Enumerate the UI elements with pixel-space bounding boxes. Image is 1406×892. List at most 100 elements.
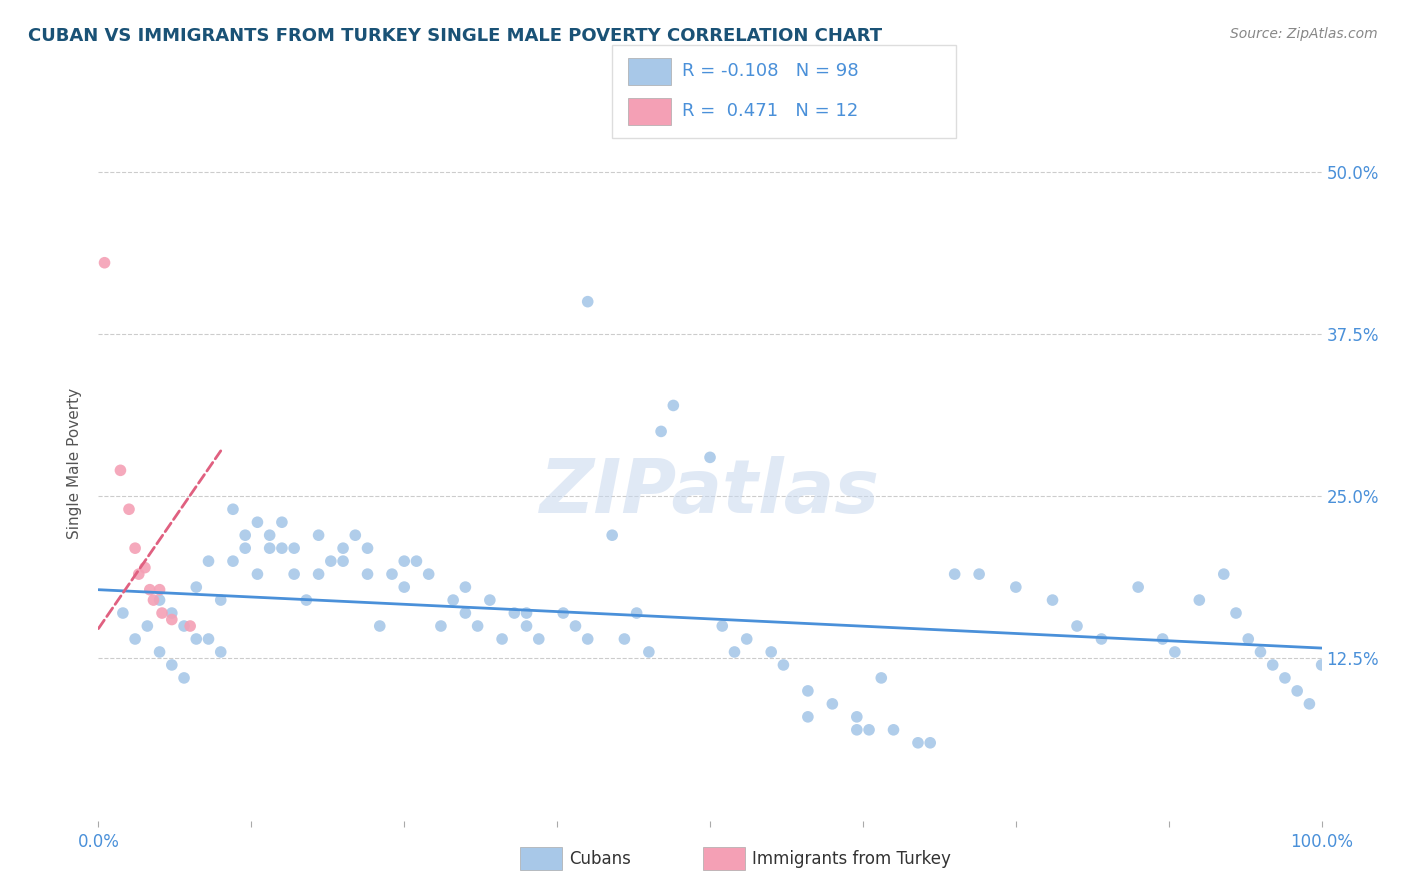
Point	[1274, 671, 1296, 685]
Point	[173, 671, 195, 685]
Point	[454, 606, 477, 620]
Point	[638, 645, 661, 659]
Point	[118, 502, 141, 516]
Point	[139, 582, 162, 597]
Point	[259, 541, 281, 556]
Point	[381, 567, 404, 582]
Y-axis label: Single Male Poverty: Single Male Poverty	[67, 388, 83, 540]
Point	[136, 619, 159, 633]
Point	[186, 632, 208, 646]
Point	[368, 619, 391, 633]
Point	[160, 657, 183, 672]
Point	[179, 619, 201, 633]
Point	[735, 632, 758, 646]
Point	[173, 619, 195, 633]
Point	[283, 567, 305, 582]
Point	[1286, 684, 1309, 698]
Point	[821, 697, 844, 711]
Point	[576, 294, 599, 309]
Point	[332, 554, 354, 568]
Point	[797, 684, 820, 698]
Text: R =  0.471   N = 12: R = 0.471 N = 12	[682, 103, 858, 120]
Point	[149, 582, 172, 597]
Point	[209, 593, 232, 607]
Point	[441, 593, 464, 607]
Text: Source: ZipAtlas.com: Source: ZipAtlas.com	[1230, 27, 1378, 41]
Point	[1237, 632, 1260, 646]
Point	[845, 723, 868, 737]
Text: CUBAN VS IMMIGRANTS FROM TURKEY SINGLE MALE POVERTY CORRELATION CHART: CUBAN VS IMMIGRANTS FROM TURKEY SINGLE M…	[28, 27, 882, 45]
Point	[699, 450, 721, 465]
Point	[967, 567, 990, 582]
Point	[197, 554, 219, 568]
Point	[392, 580, 416, 594]
Point	[308, 528, 330, 542]
Point	[478, 593, 501, 607]
Point	[943, 567, 966, 582]
Point	[124, 632, 146, 646]
Point	[332, 541, 354, 556]
Point	[576, 632, 599, 646]
Point	[110, 463, 132, 477]
Point	[883, 723, 905, 737]
Point	[418, 567, 440, 582]
Point	[295, 593, 318, 607]
Point	[392, 554, 416, 568]
Point	[430, 619, 453, 633]
Point	[344, 528, 367, 542]
Point	[209, 645, 232, 659]
Point	[467, 619, 489, 633]
Point	[1042, 593, 1064, 607]
Point	[128, 567, 150, 582]
Point	[1261, 657, 1284, 672]
Point	[197, 632, 219, 646]
Point	[160, 606, 183, 620]
Point	[111, 606, 134, 620]
Point	[858, 723, 880, 737]
Point	[491, 632, 513, 646]
Point	[1152, 632, 1174, 646]
Point	[723, 645, 745, 659]
Point	[150, 606, 173, 620]
Point	[283, 541, 305, 556]
Point	[527, 632, 550, 646]
Text: ZIPatlas: ZIPatlas	[540, 456, 880, 529]
Text: Immigrants from Turkey: Immigrants from Turkey	[752, 850, 950, 868]
Point	[626, 606, 648, 620]
Point	[246, 515, 269, 529]
Point	[870, 671, 893, 685]
Point	[1310, 657, 1333, 672]
Point	[246, 567, 269, 582]
Point	[650, 425, 672, 439]
Point	[270, 515, 294, 529]
Point	[797, 710, 820, 724]
Point	[454, 580, 477, 594]
Point	[553, 606, 575, 620]
Point	[1225, 606, 1247, 620]
Point	[907, 736, 929, 750]
Point	[1128, 580, 1150, 594]
Point	[515, 619, 537, 633]
Point	[662, 399, 685, 413]
Point	[356, 541, 378, 556]
Point	[149, 593, 172, 607]
Point	[222, 554, 245, 568]
Text: Cubans: Cubans	[569, 850, 631, 868]
Point	[613, 632, 636, 646]
Point	[920, 736, 942, 750]
Point	[1004, 580, 1026, 594]
Text: R = -0.108   N = 98: R = -0.108 N = 98	[682, 62, 859, 80]
Point	[160, 613, 183, 627]
Point	[711, 619, 734, 633]
Point	[564, 619, 586, 633]
Point	[1164, 645, 1187, 659]
Point	[259, 528, 281, 542]
Point	[124, 541, 146, 556]
Point	[233, 541, 256, 556]
Point	[270, 541, 294, 556]
Point	[142, 593, 165, 607]
Point	[1249, 645, 1271, 659]
Point	[1090, 632, 1112, 646]
Point	[515, 606, 537, 620]
Point	[308, 567, 330, 582]
